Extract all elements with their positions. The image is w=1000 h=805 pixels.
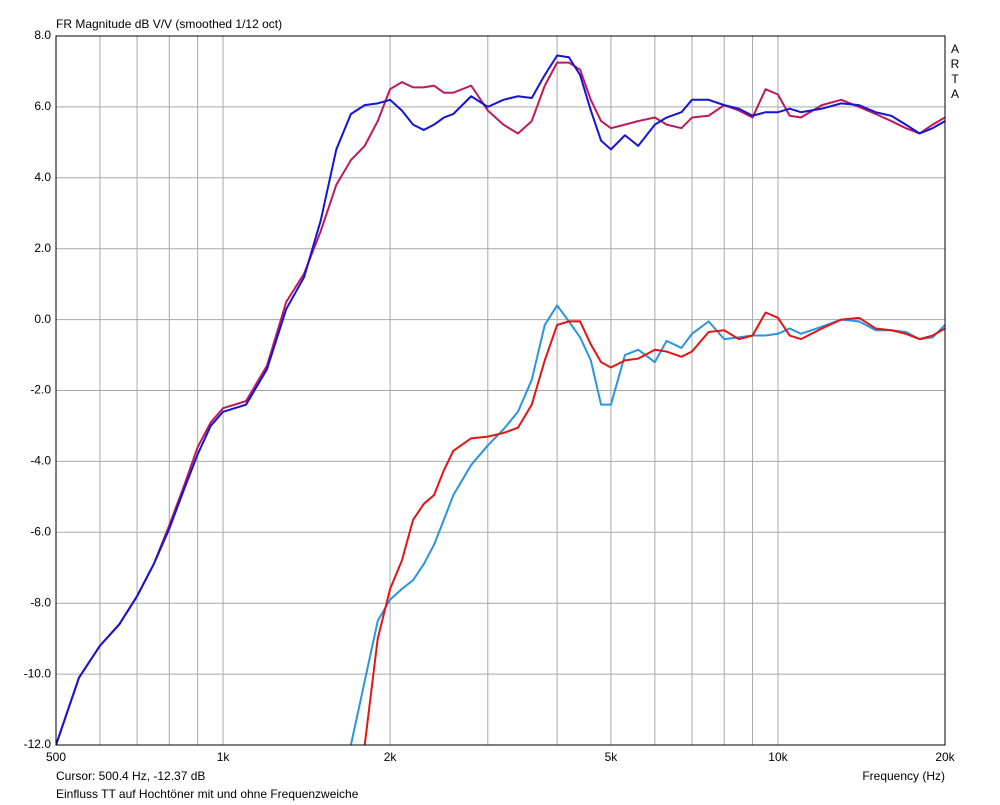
series-line xyxy=(363,311,945,745)
x-tick-label: 2k xyxy=(384,750,398,764)
x-axis-label: Frequency (Hz) xyxy=(862,769,945,783)
y-tick-label: -12.0 xyxy=(24,737,52,751)
y-tick-label: 4.0 xyxy=(34,170,51,184)
y-tick-label: -8.0 xyxy=(30,595,51,609)
series-line xyxy=(56,61,945,745)
x-tick-label: 500 xyxy=(46,750,66,764)
x-tick-label: 20k xyxy=(935,750,955,764)
caption: Einfluss TT auf Hochtöner mit und ohne F… xyxy=(56,787,359,801)
y-tick-label: 8.0 xyxy=(34,28,51,42)
x-tick-label: 5k xyxy=(605,750,619,764)
y-tick-label: 6.0 xyxy=(34,99,51,113)
y-tick-label: -6.0 xyxy=(30,524,51,538)
chart-title: FR Magnitude dB V/V (smoothed 1/12 oct) xyxy=(56,17,282,31)
y-tick-label: 0.0 xyxy=(34,312,51,326)
watermark: ARTA xyxy=(948,42,962,102)
plot-frame xyxy=(55,35,946,746)
x-tick-label: 1k xyxy=(217,750,231,764)
series-line xyxy=(56,54,945,745)
y-tick-label: -10.0 xyxy=(24,666,52,680)
y-tick-label: -4.0 xyxy=(30,454,51,468)
y-tick-label: -2.0 xyxy=(30,383,51,397)
x-tick-label: 10k xyxy=(768,750,788,764)
cursor-readout: Cursor: 500.4 Hz, -12.37 dB xyxy=(56,769,205,783)
y-tick-label: 2.0 xyxy=(34,241,51,255)
